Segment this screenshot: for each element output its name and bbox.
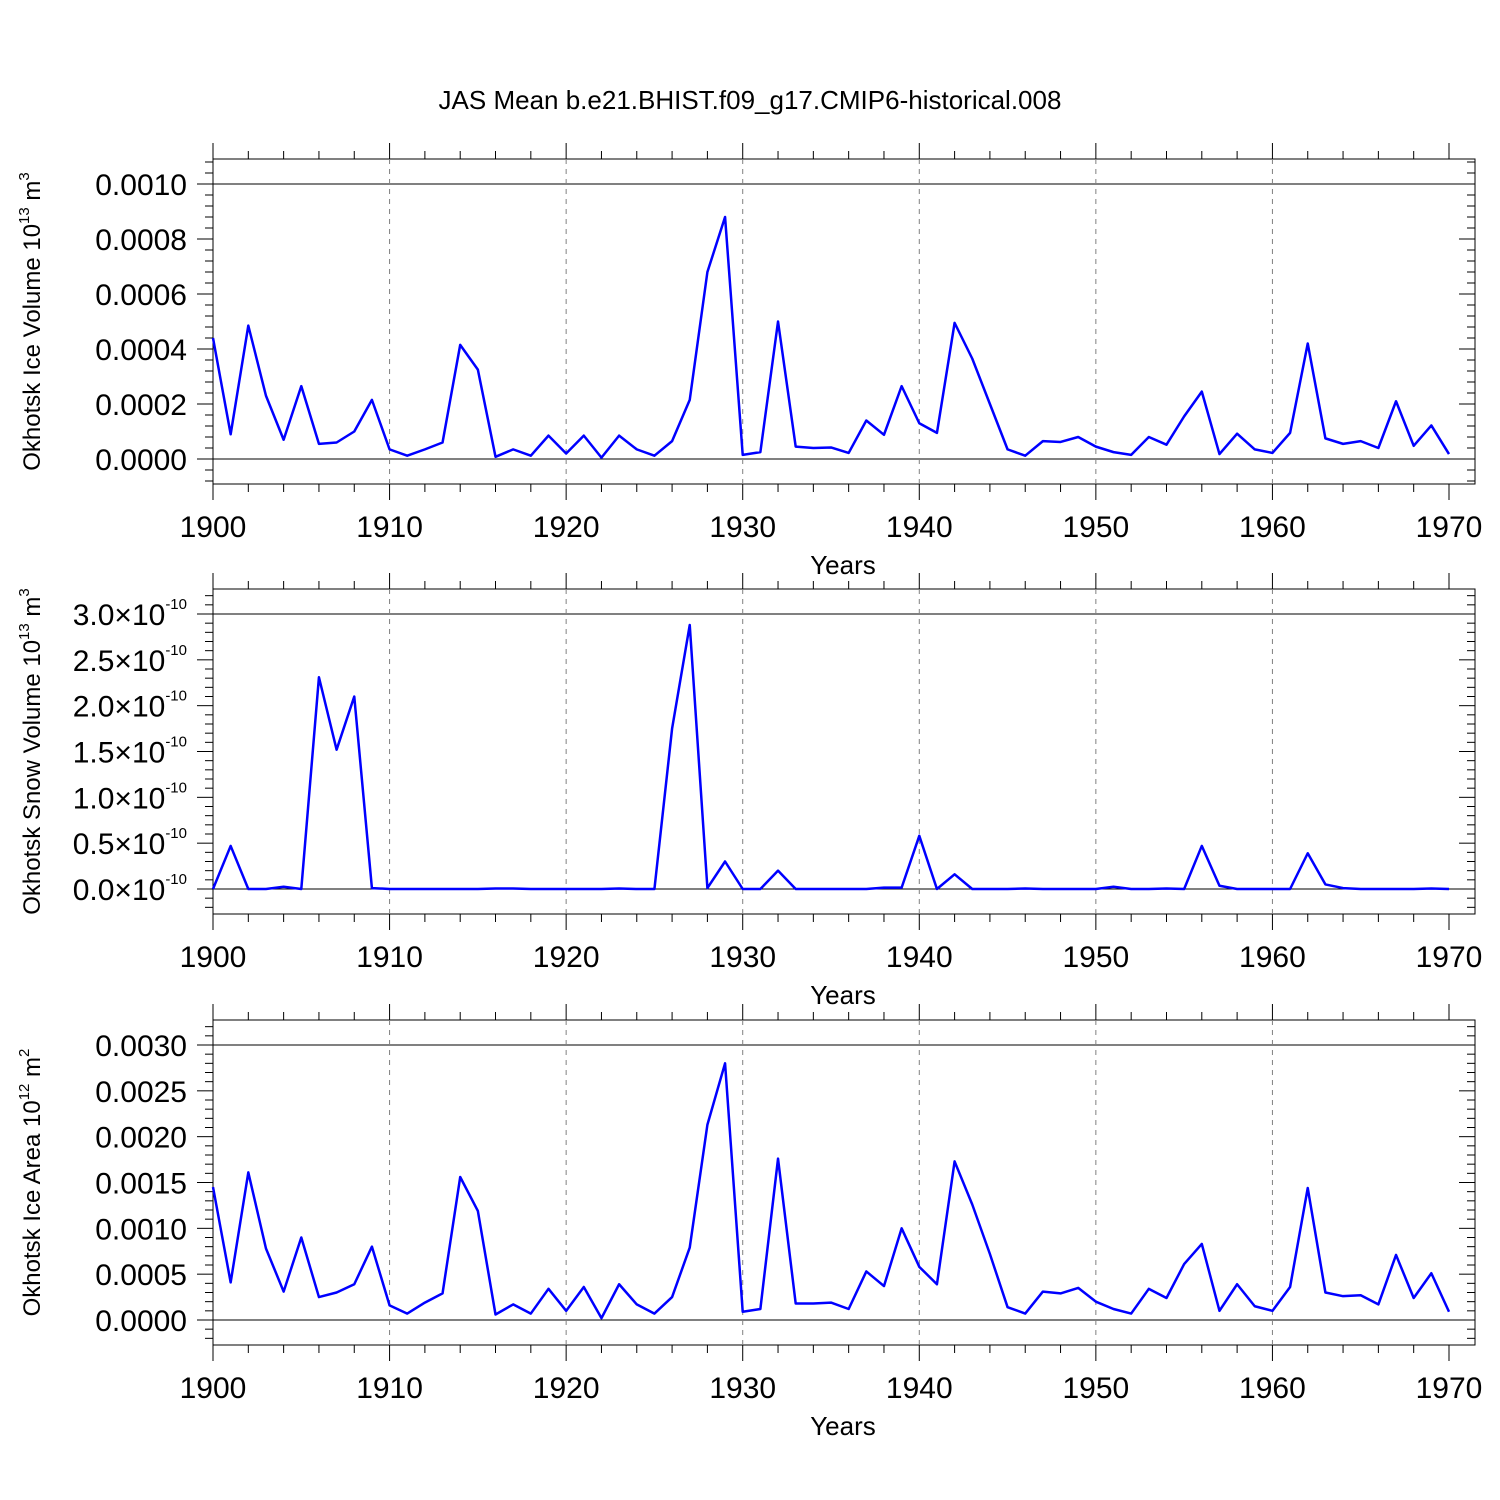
y-tick-label: 0.0025 (95, 1076, 187, 1109)
plot-frame (212, 158, 1476, 485)
panel-1: 1900 1910 1920 1930 1940 1950 1960 1970 0.0000 0.… (16, 143, 1482, 580)
x-tick-label: 1940 (886, 1372, 953, 1405)
y-tick-label: 0.0020 (95, 1122, 187, 1155)
panel-2: 1900 1910 1920 1930 1940 1950 1960 1970 0.0×10-1… (16, 573, 1482, 1010)
y-tick-label: 0.0010 (95, 169, 187, 202)
x-tick-label: 1900 (180, 941, 247, 974)
x-tick-label: 1970 (1416, 1372, 1483, 1405)
x-tick-label: 1950 (1062, 941, 1129, 974)
x-tick-label: 1920 (533, 1372, 600, 1405)
y-tick-label: 0.0010 (95, 1213, 187, 1246)
series-line (211, 1062, 1451, 1320)
x-tick-label: 1960 (1239, 511, 1306, 544)
y-tick-label: 0.0000 (95, 444, 187, 477)
x-tick-label: 1930 (709, 941, 776, 974)
y-tick-label: 0.0002 (95, 389, 187, 422)
y-axis-label: Okhotsk Snow Volume 1013 m3 (16, 588, 46, 915)
x-axis-label: Years (810, 550, 876, 580)
x-tick-label: 1950 (1062, 1372, 1129, 1405)
y-axis-label: Okhotsk Ice Volume 1013 m3 (16, 172, 46, 471)
x-tick-label: 1930 (709, 511, 776, 544)
x-tick-label: 1910 (356, 941, 423, 974)
x-tick-label: 1920 (533, 511, 600, 544)
y-tick-label: 0.0000 (95, 1305, 187, 1338)
y-tick-label: 0.0006 (95, 279, 187, 312)
x-tick-label: 1950 (1062, 511, 1129, 544)
y-tick-label: 2.5×10-10 (73, 642, 187, 678)
y-tick-label: 0.0008 (95, 224, 187, 257)
x-tick-label: 1940 (886, 511, 953, 544)
y-tick-label: 1.0×10-10 (73, 779, 187, 815)
y-tick-label: 3.0×10-10 (73, 596, 187, 632)
x-axis-label: Years (810, 980, 876, 1010)
x-axis-label: Years (810, 1411, 876, 1441)
y-tick-label: 0.0004 (95, 334, 187, 367)
y-tick-label: 0.0×10-10 (73, 871, 187, 907)
x-tick-label: 1970 (1416, 511, 1483, 544)
y-tick-label: 0.0015 (95, 1168, 187, 1201)
x-tick-label: 1910 (356, 511, 423, 544)
x-tick-label: 1900 (180, 1372, 247, 1405)
panel-3: 1900 1910 1920 1930 1940 1950 1960 1970 0.0000 0.… (16, 1004, 1482, 1441)
x-tick-label: 1900 (180, 511, 247, 544)
panels: 1900 1910 1920 1930 1940 1950 1960 1970 0.0000 0.… (16, 143, 1482, 1441)
series-line (211, 623, 1450, 891)
x-tick-label: 1930 (709, 1372, 776, 1405)
y-tick-label: 1.5×10-10 (73, 734, 187, 770)
series-line (211, 215, 1451, 459)
y-tick-label: 2.0×10-10 (73, 688, 187, 724)
x-tick-label: 1940 (886, 941, 953, 974)
x-tick-label: 1960 (1239, 1372, 1306, 1405)
figure-title: JAS Mean b.e21.BHIST.f09_g17.CMIP6-histo… (439, 85, 1062, 115)
y-tick-label: 0.5×10-10 (73, 825, 187, 861)
x-tick-label: 1960 (1239, 941, 1306, 974)
y-tick-label: 0.0005 (95, 1259, 187, 1292)
y-tick-label: 0.0030 (95, 1030, 187, 1063)
x-tick-label: 1920 (533, 941, 600, 974)
x-tick-label: 1910 (356, 1372, 423, 1405)
x-tick-label: 1970 (1416, 941, 1483, 974)
y-axis-label: Okhotsk Ice Area 1012 m2 (16, 1049, 46, 1317)
